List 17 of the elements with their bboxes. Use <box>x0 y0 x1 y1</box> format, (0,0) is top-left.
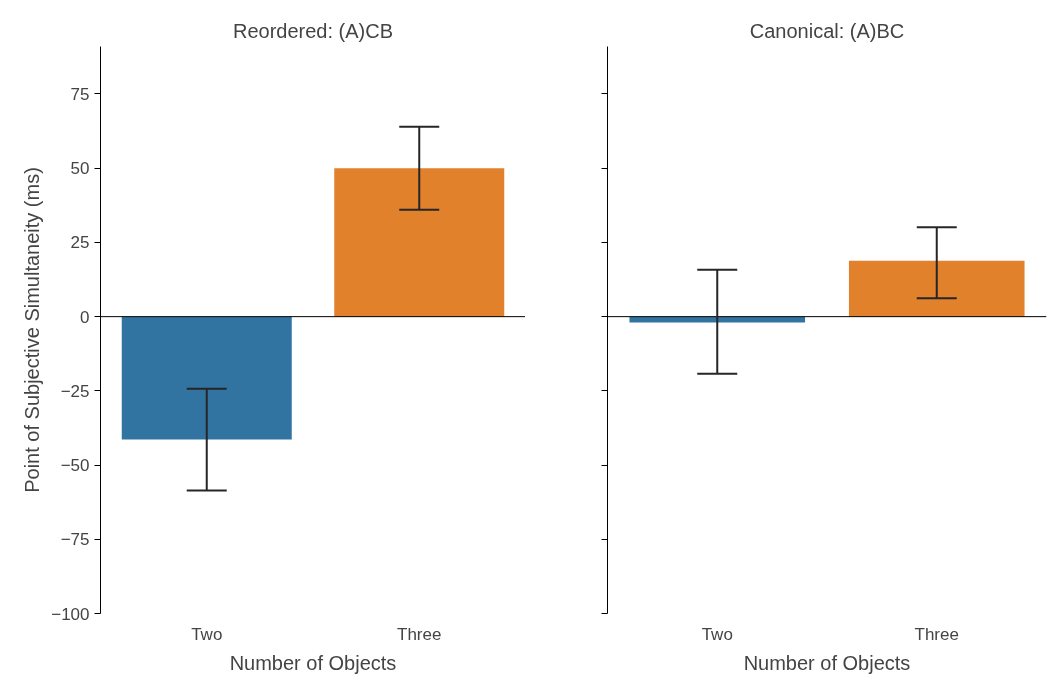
x-tick-label: Three <box>914 624 959 644</box>
x-tick-label: Three <box>397 624 442 644</box>
y-tick-label: −50 <box>60 456 90 476</box>
y-axis-title: Point of Subjective Simultaneity (ms) <box>21 167 44 493</box>
x-axis-title: Number of Objects <box>229 651 397 674</box>
y-tick-label: 25 <box>70 233 90 253</box>
chart-title: Canonical: (A)BC <box>749 19 905 42</box>
y-tick-label: −75 <box>60 530 90 550</box>
chart-title: Reordered: (A)CB <box>232 19 394 42</box>
x-tick-label: Two <box>701 624 733 644</box>
y-tick-label: 75 <box>70 85 90 104</box>
y-tick-label: −25 <box>60 381 90 401</box>
x-axis-title: Number of Objects <box>743 651 911 674</box>
y-tick-label: 0 <box>80 307 90 327</box>
x-tick-label: Two <box>191 624 223 644</box>
y-tick-label: −100 <box>51 604 90 624</box>
y-tick-label: 50 <box>70 159 90 179</box>
